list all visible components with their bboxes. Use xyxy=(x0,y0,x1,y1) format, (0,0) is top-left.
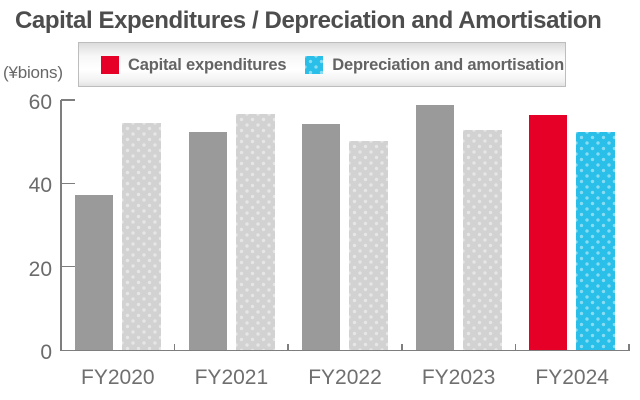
y-axis-tick xyxy=(61,182,75,185)
x-axis-tick xyxy=(287,343,289,350)
bar-capital-expenditures-fy2023 xyxy=(415,105,454,350)
x-axis-tick xyxy=(401,343,403,350)
y-axis-tick xyxy=(61,99,75,101)
y-axis-tick-label: 60 xyxy=(28,91,52,114)
bar-capital-expenditures-fy2022 xyxy=(302,124,341,350)
x-axis-tick xyxy=(514,343,517,350)
capital-expenditures-swatch-icon xyxy=(101,56,119,74)
y-axis-tick-label: 20 xyxy=(28,257,52,281)
bar-depreciation-amortisation-fy2024 xyxy=(576,132,616,350)
x-axis-label: FY2021 xyxy=(194,366,269,389)
legend-label: Depreciation and amortisation xyxy=(332,55,564,74)
bar-capital-expenditures-fy2020 xyxy=(75,194,113,350)
x-axis-label: FY2020 xyxy=(81,366,155,389)
x-axis-line xyxy=(60,349,630,351)
y-axis-tick-label: 40 xyxy=(28,174,52,198)
legend-label: Capital expenditures xyxy=(128,55,287,74)
bar-depreciation-amortisation-fy2023 xyxy=(462,130,502,350)
y-axis-unit-label: (¥bions) xyxy=(3,63,63,82)
bar-depreciation-amortisation-fy2020 xyxy=(122,122,161,350)
x-axis-label: FY2024 xyxy=(535,366,609,389)
x-axis-tick xyxy=(628,343,630,350)
x-axis-label: FY2023 xyxy=(421,366,496,389)
legend-item-capital-expenditures: Capital expenditures xyxy=(101,56,286,75)
legend-item-depreciation-amortisation: Depreciation and amortisation xyxy=(305,56,564,75)
x-axis-label: FY2022 xyxy=(308,366,382,389)
bar-depreciation-amortisation-fy2022 xyxy=(349,141,389,350)
y-axis-tick-label: 0 xyxy=(40,341,52,364)
legend: Capital expenditures Depreciation and am… xyxy=(78,42,566,87)
y-axis-line xyxy=(60,100,62,351)
legend-row: Capital expenditures Depreciation and am… xyxy=(79,55,565,75)
depreciation-amortisation-swatch-icon xyxy=(305,56,324,74)
x-axis-tick xyxy=(173,343,176,350)
chart-title: Capital Expenditures / Depreciation and … xyxy=(15,7,602,34)
y-axis-tick xyxy=(61,265,75,268)
bar-capital-expenditures-fy2024 xyxy=(529,114,568,350)
bar-capital-expenditures-fy2021 xyxy=(188,132,227,350)
bar-depreciation-amortisation-fy2021 xyxy=(235,113,275,350)
